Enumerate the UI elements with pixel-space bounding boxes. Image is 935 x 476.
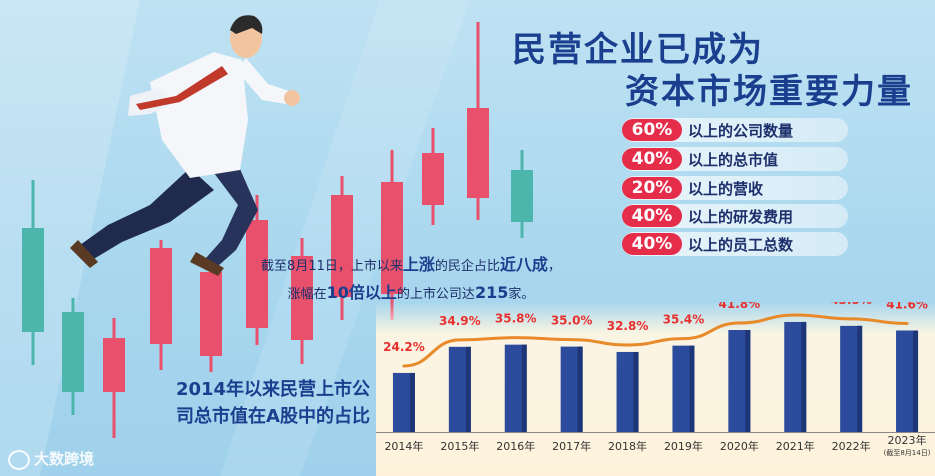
stat-percent: 40% <box>622 205 682 227</box>
value-label: 41.8% <box>719 302 761 311</box>
bar-shade <box>633 351 639 432</box>
x-tick-label: 2022年 <box>832 439 871 453</box>
value-label: 41.6% <box>886 302 928 311</box>
bar-shade <box>409 372 415 432</box>
stat-label: 以上的营收 <box>688 179 764 198</box>
decor-candles <box>22 22 533 438</box>
stat-label: 以上的研发费用 <box>688 207 794 226</box>
bar <box>728 330 751 432</box>
watermark-logo-icon <box>8 449 30 470</box>
stat-row: 40% 以上的员工总数 <box>622 232 848 256</box>
value-label: 43.5% <box>830 302 872 307</box>
watermark: 大数跨境 <box>8 448 94 470</box>
bar <box>560 346 583 432</box>
value-label: 35.8% <box>495 312 537 326</box>
note-emphasis: 10倍以上 <box>326 283 397 302</box>
stat-percent: 20% <box>622 177 682 199</box>
note-text: 的上市公司达 <box>396 287 475 302</box>
stat-label: 以上的员工总数 <box>688 235 794 254</box>
value-label: 35.0% <box>551 314 593 328</box>
x-tick-label: 2018年 <box>608 439 647 453</box>
chart-subtitle-line-2: 司总市值在A股中的占比 <box>176 406 370 427</box>
note-text: 的民企占比 <box>434 259 500 274</box>
stat-percent: 40% <box>622 233 682 255</box>
x-tick-label: 2019年 <box>664 439 703 453</box>
value-label: 34.9% <box>439 314 481 328</box>
bar <box>896 330 919 432</box>
bar-line-chart: 24.2% 2014年 34.9% 2015年 35.8% 2016年 35.0% 2017年… <box>376 302 935 457</box>
x-tick-label: 2023年 <box>888 433 927 447</box>
note-emphasis: 上涨 <box>402 255 435 274</box>
value-label: 24.2% <box>383 340 425 354</box>
note-emphasis: 215 <box>474 283 509 302</box>
x-tick-label: 2020年 <box>720 439 759 453</box>
x-tick-label: 2016年 <box>496 439 535 453</box>
x-tick-label: 2021年 <box>776 439 815 453</box>
stat-row: 60% 以上的公司数量 <box>622 118 848 142</box>
note-line-2: 涨幅在10倍以上的上市公司达215家。 <box>226 280 596 308</box>
value-label: 45.1% <box>774 302 816 303</box>
stat-row: 40% 以上的研发费用 <box>622 204 848 228</box>
note-text: 截至8月11日，上市以来 <box>261 259 403 274</box>
value-label: 35.4% <box>663 313 705 327</box>
bar <box>784 321 807 432</box>
bar-shade <box>521 344 527 432</box>
bar-shade <box>857 325 863 432</box>
bar-shade <box>913 330 919 432</box>
bar <box>448 346 471 432</box>
note-line-1: 截至8月11日，上市以来上涨的民企占比近八成， <box>226 252 596 280</box>
light-streak <box>0 0 140 476</box>
stat-row: 40% 以上的总市值 <box>622 147 848 171</box>
note-text: ， <box>547 259 561 274</box>
note-text: 涨幅在 <box>287 287 327 302</box>
x-tick-note: (截至8月14日) <box>884 448 931 457</box>
bar-shade <box>577 346 583 432</box>
bar <box>504 344 527 432</box>
x-tick-label: 2015年 <box>440 439 479 453</box>
main-title-line-1: 民营企业已成为 <box>512 30 764 70</box>
bar-shade <box>801 321 807 432</box>
stat-row: 20% 以上的营收 <box>622 176 848 200</box>
highlight-note: 截至8月11日，上市以来上涨的民企占比近八成， 涨幅在10倍以上的上市公司达21… <box>226 252 596 308</box>
note-text: 家。 <box>508 287 535 302</box>
watermark-text: 大数跨境 <box>34 450 95 468</box>
main-title-line-2: 资本市场重要力量 <box>625 72 913 112</box>
bar <box>840 325 863 432</box>
chart-panel: 24.2% 2014年 34.9% 2015年 35.8% 2016年 35.0% 2017年… <box>376 302 935 476</box>
bar <box>392 372 415 432</box>
bar-shade <box>689 345 695 432</box>
bar-shade <box>465 346 471 432</box>
value-label: 32.8% <box>607 319 649 333</box>
stat-percent: 40% <box>622 148 682 170</box>
bar-shade <box>745 330 751 432</box>
bar <box>672 345 695 432</box>
chart-subtitle-line-1: 2014年以来民营上市公 <box>175 379 371 400</box>
x-tick-label: 2017年 <box>552 439 591 453</box>
stat-label: 以上的公司数量 <box>688 121 794 140</box>
trend-line <box>402 313 909 368</box>
stat-label: 以上的总市值 <box>688 150 779 169</box>
bar <box>616 351 639 432</box>
note-emphasis: 近八成 <box>499 255 548 274</box>
runner-illustration <box>70 15 300 276</box>
x-tick-label: 2014年 <box>384 439 423 453</box>
chart-subtitle: 2014年以来民营上市公 司总市值在A股中的占比 <box>158 376 388 430</box>
stat-percent: 60% <box>622 119 682 141</box>
